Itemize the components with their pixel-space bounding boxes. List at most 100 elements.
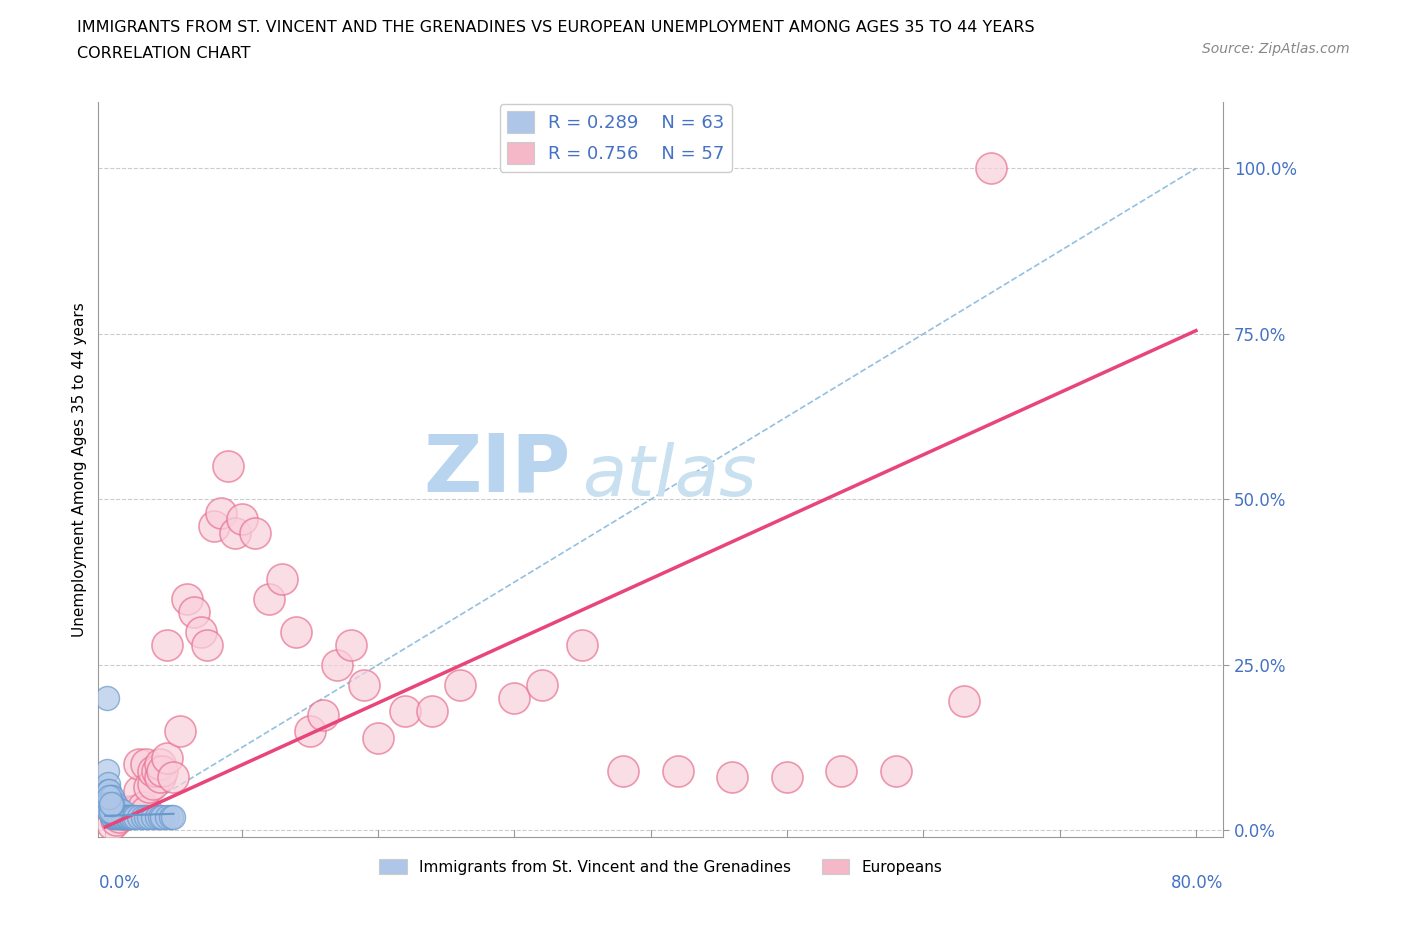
Point: [105, 813, 128, 828]
Point: [422, 704, 444, 719]
Point: [104, 796, 127, 811]
Text: Source: ZipAtlas.com: Source: ZipAtlas.com: [1202, 42, 1350, 56]
Point: [367, 730, 389, 745]
Point: [339, 638, 361, 653]
Point: [953, 694, 976, 709]
Point: [149, 770, 172, 785]
Point: [97, 777, 120, 791]
Point: [98, 796, 121, 811]
Point: [884, 764, 907, 778]
Point: [103, 810, 125, 825]
Point: [100, 796, 122, 811]
Text: 0.0%: 0.0%: [98, 874, 141, 892]
Point: [110, 810, 132, 825]
Point: [98, 783, 121, 798]
Point: [101, 804, 124, 818]
Point: [101, 796, 124, 811]
Point: [97, 796, 120, 811]
Point: [100, 804, 122, 818]
Point: [257, 591, 280, 606]
Point: [100, 790, 122, 804]
Point: [100, 804, 122, 818]
Point: [231, 512, 253, 526]
Point: [107, 810, 129, 825]
Point: [108, 810, 131, 825]
Point: [312, 707, 335, 722]
Point: [110, 804, 132, 818]
Point: [197, 638, 219, 653]
Point: [98, 790, 121, 804]
Point: [108, 804, 131, 818]
Point: [721, 770, 744, 785]
Point: [110, 804, 132, 818]
Point: [980, 161, 1002, 176]
Point: [176, 591, 198, 606]
Point: [190, 624, 212, 639]
Point: [152, 764, 174, 778]
Point: [155, 810, 177, 825]
Text: IMMIGRANTS FROM ST. VINCENT AND THE GRENADINES VS EUROPEAN UNEMPLOYMENT AMONG AG: IMMIGRANTS FROM ST. VINCENT AND THE GREN…: [77, 20, 1035, 35]
Text: 80.0%: 80.0%: [1171, 874, 1223, 892]
Point: [155, 638, 177, 653]
Point: [217, 458, 239, 473]
Point: [530, 677, 553, 692]
Point: [146, 764, 169, 778]
Point: [105, 810, 128, 825]
Point: [138, 810, 160, 825]
Point: [121, 804, 143, 818]
Point: [135, 810, 157, 825]
Point: [142, 764, 165, 778]
Point: [128, 783, 150, 798]
Point: [612, 764, 634, 778]
Point: [117, 810, 139, 825]
Point: [121, 810, 143, 825]
Point: [103, 804, 125, 818]
Point: [209, 505, 232, 520]
Point: [149, 810, 172, 825]
Point: [114, 810, 136, 825]
Point: [118, 804, 141, 818]
Point: [135, 804, 157, 818]
Point: [110, 810, 132, 825]
Point: [120, 810, 142, 825]
Point: [271, 571, 294, 586]
Point: [503, 691, 526, 706]
Point: [118, 810, 141, 825]
Point: [202, 518, 225, 533]
Point: [105, 810, 128, 825]
Point: [169, 724, 191, 738]
Point: [101, 810, 124, 825]
Point: [449, 677, 471, 692]
Point: [124, 810, 146, 825]
Point: [97, 790, 120, 804]
Point: [159, 810, 181, 825]
Text: ZIP: ZIP: [423, 431, 571, 509]
Point: [111, 810, 134, 825]
Point: [666, 764, 689, 778]
Point: [103, 804, 125, 818]
Point: [104, 804, 127, 818]
Point: [98, 804, 121, 818]
Point: [146, 810, 169, 825]
Point: [149, 757, 172, 772]
Point: [103, 796, 125, 811]
Point: [394, 704, 416, 719]
Point: [100, 796, 122, 811]
Point: [97, 796, 120, 811]
Point: [110, 806, 132, 821]
Point: [326, 658, 349, 672]
Point: [776, 770, 799, 785]
Point: [162, 770, 184, 785]
Point: [100, 804, 122, 818]
Point: [162, 810, 184, 825]
Point: [105, 804, 128, 818]
Legend: Immigrants from St. Vincent and the Grenadines, Europeans: Immigrants from St. Vincent and the Gren…: [373, 853, 949, 881]
Point: [830, 764, 852, 778]
Point: [132, 800, 155, 815]
Point: [132, 810, 155, 825]
Point: [245, 525, 267, 540]
Point: [101, 817, 124, 831]
Point: [298, 724, 321, 738]
Point: [98, 790, 121, 804]
Point: [108, 810, 131, 825]
